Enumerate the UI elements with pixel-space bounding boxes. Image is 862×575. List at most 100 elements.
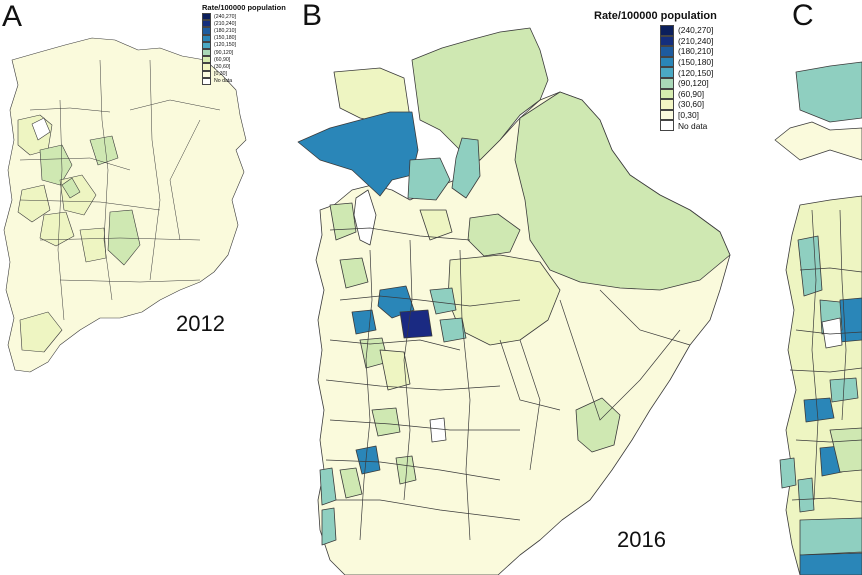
legend-swatch	[202, 48, 211, 57]
legend-entry: (210,240]	[660, 35, 717, 47]
legend-title: Rate/100000 population	[202, 3, 286, 12]
legend-swatch	[202, 41, 211, 49]
legend-map-b: Rate/100000 population (240,270] (210,240…	[594, 10, 717, 131]
legend-label: (150,180]	[678, 57, 714, 68]
map-a-region	[61, 177, 81, 199]
legend-label: (180,210]	[214, 27, 236, 34]
map-a-region	[17, 184, 51, 223]
legend-swatch	[202, 13, 211, 21]
legend-entry: No data	[660, 120, 717, 131]
legend-entry: No data	[202, 77, 286, 85]
legend-swatch	[660, 88, 674, 100]
map-b-region	[575, 397, 621, 453]
legend-swatch	[202, 27, 211, 35]
map-a-region	[89, 135, 119, 166]
map-b-region	[355, 445, 381, 475]
map-a-water	[31, 117, 51, 141]
map-b-water-2	[429, 417, 447, 443]
legend-label: (60,90]	[678, 88, 705, 99]
map-c-region	[829, 427, 862, 473]
legend-entry: (120,150]	[660, 67, 717, 78]
map-b-region	[329, 202, 357, 241]
map-a-region	[107, 209, 141, 266]
legend-entry: (30,60]	[660, 99, 717, 110]
legend-swatch	[202, 70, 211, 78]
year-label-b: 2016	[617, 527, 666, 552]
legend-entry: [0,30]	[660, 109, 717, 121]
legend-label: (180,210]	[678, 46, 714, 57]
map-b-region	[351, 309, 377, 335]
legend-label: (120,150]	[678, 67, 714, 78]
panel-letter-c: C	[792, 0, 814, 32]
map-b-region	[379, 349, 411, 391]
map-a-boundaries	[19, 59, 221, 321]
legend-title: Rate/100000 population	[594, 10, 717, 22]
legend-label: (150,180]	[214, 35, 236, 42]
legend-label: No data	[214, 78, 233, 85]
map-c-region	[799, 552, 862, 575]
legend-map-a: Rate/100000 population (240,270] (210,240…	[202, 3, 286, 85]
legend-swatch	[202, 56, 211, 64]
map-b-water	[353, 189, 377, 246]
map-b-region-east	[514, 91, 731, 291]
legend-entry: (240,270]	[202, 13, 286, 21]
legend-entry: (120,150]	[202, 41, 286, 49]
map-c-boundaries	[789, 209, 862, 503]
legend-label: [0,30]	[678, 110, 699, 121]
map-b-region	[451, 137, 481, 199]
map-c-region	[803, 397, 835, 423]
map-a-region	[39, 144, 73, 186]
legend-swatch	[660, 120, 674, 131]
map-c-region	[799, 517, 862, 556]
legend-swatch	[660, 35, 674, 47]
map-b-region-northeast	[411, 27, 549, 161]
map-a-region	[79, 227, 107, 263]
legend-label: (240,270]	[678, 25, 714, 36]
legend-label: (90,120]	[214, 49, 234, 56]
map-c-water	[821, 317, 843, 349]
map-a-outline	[3, 37, 247, 373]
legend-label: (210,240]	[678, 35, 714, 46]
map-b-region	[447, 254, 561, 346]
legend-label: (210,240]	[214, 20, 236, 27]
legend-label: (90,120]	[678, 78, 709, 89]
legend-label: [0,30]	[214, 71, 227, 78]
legend-swatch	[660, 77, 674, 89]
legend-entry: (30,60]	[202, 63, 286, 71]
map-b-region-center	[399, 309, 433, 339]
legend-entry: (60,90]	[202, 56, 286, 64]
legend-entry: (240,270]	[660, 25, 717, 36]
legend-entry: (90,120]	[202, 48, 286, 57]
boundary-line	[19, 59, 221, 321]
panel-letter-a: A	[2, 0, 23, 33]
legend-label: (120,150]	[214, 42, 236, 49]
legend-label: No data	[678, 120, 708, 131]
legend-swatch	[660, 25, 674, 36]
legend-swatch	[660, 99, 674, 110]
map-a-regions	[3, 37, 247, 373]
legend-swatch	[660, 46, 674, 57]
map-b-region	[339, 467, 363, 499]
legend-label: (30,60]	[678, 99, 705, 110]
legend-swatch	[660, 56, 674, 68]
legend-entry: (150,180]	[202, 34, 286, 42]
map-c-outline	[774, 121, 862, 161]
legend-entry: (60,90]	[660, 88, 717, 100]
map-c-region	[779, 457, 797, 489]
legend-entry: [0,30]	[202, 70, 286, 78]
legend-swatch	[660, 109, 674, 121]
legend-entry: (210,240]	[202, 20, 286, 28]
map-c-region	[797, 477, 815, 513]
panel-letter-b: B	[302, 0, 323, 32]
year-label-a: 2012	[176, 311, 225, 336]
map-c-region-north	[795, 61, 862, 123]
legend-swatch	[202, 63, 211, 71]
map-b-regions	[297, 27, 731, 575]
map-b-region	[407, 157, 451, 201]
map-b-region	[339, 257, 369, 289]
legend-entries: (240,270] (210,240] (180,210] (150,180] (120…	[202, 13, 286, 85]
legend-entry: (180,210]	[202, 27, 286, 35]
legend-label: (240,270]	[214, 13, 236, 20]
legend-label: (60,90]	[214, 56, 231, 63]
